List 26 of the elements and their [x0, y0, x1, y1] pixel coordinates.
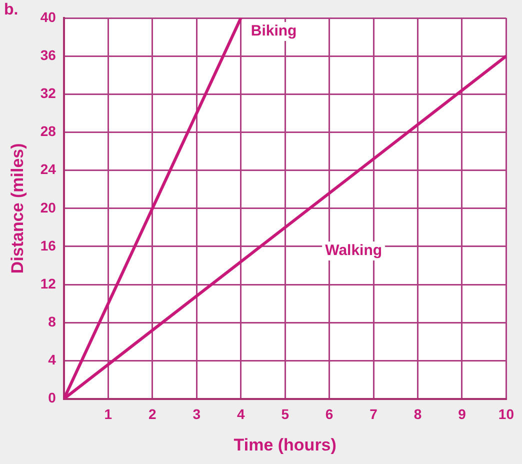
y-tick-label: 32 — [40, 85, 56, 102]
text: b. — [4, 1, 18, 18]
y-tick-label: 4 — [48, 352, 56, 368]
x-tick-label: 5 — [281, 406, 290, 422]
y-axis-title: Distance (miles) — [8, 143, 27, 274]
x-tick-label: 4 — [236, 406, 245, 422]
x-tick-label: 9 — [458, 406, 466, 422]
y-tick-label: 8 — [48, 314, 56, 330]
y-tick-label: 20 — [40, 199, 56, 216]
y-tick-label: 36 — [40, 46, 56, 63]
y-tick-label: 24 — [40, 161, 56, 178]
x-axis-title: Time (hours) — [234, 435, 336, 454]
series-label: Biking — [250, 22, 297, 40]
y-tick-label: 40 — [40, 8, 56, 25]
x-tick-label: 10 — [498, 406, 514, 422]
text: Walking — [325, 242, 382, 260]
x-tick-label: 6 — [325, 406, 334, 422]
x-tick-label: 1 — [104, 406, 112, 422]
y-tick-label: 28 — [40, 123, 56, 140]
y-tick-label: 16 — [40, 237, 56, 254]
x-tick-label: 8 — [414, 406, 422, 422]
y-tick-label: 12 — [40, 275, 56, 292]
y-tick-label: 0 — [48, 390, 56, 406]
x-tick-label: 2 — [148, 406, 157, 422]
x-tick-label: 7 — [370, 406, 378, 422]
x-tick-label: 3 — [192, 406, 201, 422]
